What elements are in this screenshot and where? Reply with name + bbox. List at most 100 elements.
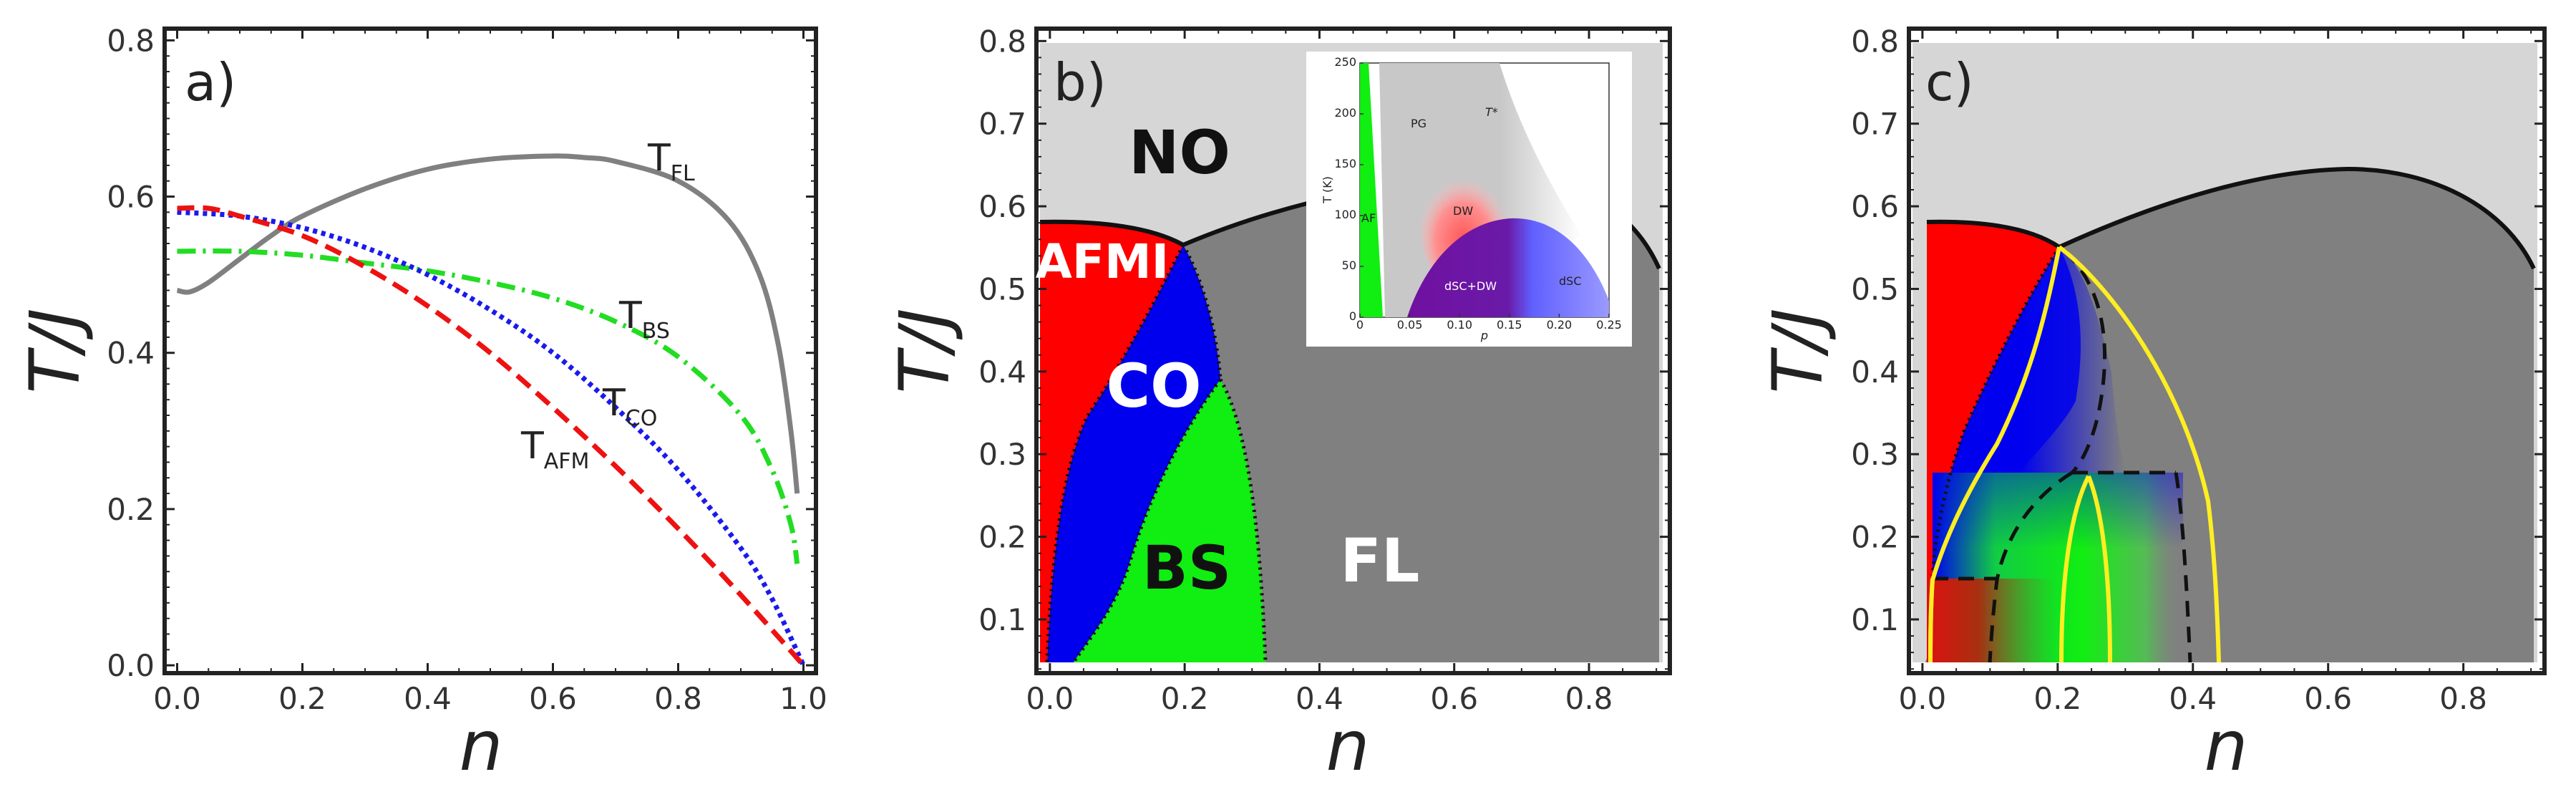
panel-c: 0.0 0.2 0.4 0.6 0.80.10.20.30.40.50.60.70.8 …	[1758, 24, 2547, 786]
y-tick-label: 0.3	[1851, 437, 1899, 472]
x-tick-label: 0.0	[153, 681, 201, 716]
x-tick-label: 1.0	[779, 681, 827, 716]
panel-b-xlabel: n	[1326, 706, 1370, 786]
inset-label-tstar: T*	[1485, 105, 1498, 119]
inset-ylabel: T (K)	[1321, 176, 1334, 204]
c-boundary-no	[1926, 166, 2536, 270]
y-tick-label: 0.4	[107, 336, 155, 371]
y-tick-label: 0.1	[978, 602, 1026, 637]
label-t-co: TCO	[602, 382, 657, 431]
label-fl: FL	[1341, 526, 1420, 596]
inset-label-pg: PG	[1411, 117, 1426, 130]
series-t-afm	[177, 205, 806, 667]
inset-y-tick-label: 100	[1334, 208, 1356, 221]
x-tick-label: 0.6	[1430, 681, 1478, 716]
region-bs	[1074, 380, 1265, 662]
inset-y-tick-label: 200	[1334, 106, 1356, 120]
c-yellow-outer	[2058, 245, 2221, 663]
panel-b-ylabel: T/J	[885, 308, 965, 393]
x-tick-label: 0.6	[2304, 681, 2352, 716]
inset-x-tick-label: 0.05	[1397, 318, 1423, 332]
x-tick-label: 0.4	[1296, 681, 1343, 716]
label-no: NO	[1129, 117, 1230, 188]
inset-x-tick-label: 0.10	[1447, 318, 1472, 332]
inset-y-tick-label: 0	[1349, 309, 1356, 323]
y-tick-label: 0.6	[107, 180, 155, 215]
panel-b: 0.0 0.2 0.4 0.6 0.80.10.20.30.40.50.60.70.8 …	[885, 24, 1672, 786]
y-tick-label: 0.8	[1851, 24, 1899, 59]
y-tick-label: 0.8	[107, 23, 155, 58]
inset-xlabel: p	[1480, 329, 1488, 342]
c-yellow-lens-a	[2059, 475, 2091, 663]
inset-region-sc	[1407, 218, 1609, 317]
series-t-fl	[176, 153, 800, 494]
region-co	[1047, 245, 1220, 662]
inset-y-tick-label: 250	[1334, 55, 1356, 69]
label-afmi: AFMI	[1036, 234, 1169, 289]
inset-x-tick-label: 0.20	[1547, 318, 1573, 332]
c-region-af-low	[1927, 579, 2056, 662]
y-tick-label: 0.4	[978, 354, 1026, 390]
y-tick-label: 0.1	[1851, 602, 1899, 637]
y-tick-label: 0.7	[978, 107, 1026, 142]
panel-a: 0.0 0.2 0.4 0.6 0.8 1.0 0.0 0.2 0.4 0.6 0.8 a) n T…	[15, 23, 827, 786]
panel-a-xlabel: n	[460, 706, 503, 786]
label-t-afm: TAFM	[520, 425, 589, 474]
y-tick-label: 0.3	[978, 437, 1026, 472]
label-co: CO	[1106, 351, 1201, 421]
inset-label-dsc: dSC	[1559, 274, 1581, 288]
x-tick-label: 0.4	[404, 681, 452, 716]
y-tick-label: 0.6	[1851, 189, 1899, 224]
y-tick-label: 0.2	[1851, 520, 1899, 555]
panel-c-label: c)	[1925, 52, 1974, 112]
panel-c-xlabel: n	[2205, 706, 2248, 786]
inset-x-tick-label: 0	[1356, 318, 1364, 332]
y-tick-label: 0.2	[107, 492, 155, 527]
region-afmi	[1040, 221, 1183, 662]
panel-b-label: b)	[1054, 52, 1107, 112]
y-tick-label: 0.0	[107, 648, 155, 683]
y-tick-label: 0.2	[978, 520, 1026, 555]
panel-a-ylabel: T/J	[15, 308, 95, 393]
y-tick-label: 0.4	[1851, 354, 1899, 390]
y-tick-label: 0.5	[978, 271, 1026, 306]
inset-y-tick-label: 150	[1334, 157, 1356, 170]
inset-y-tick-label: 50	[1342, 259, 1356, 272]
x-tick-label: 0.0	[1026, 681, 1074, 716]
label-t-fl: TFL	[647, 137, 695, 186]
panel-a-label: a)	[185, 52, 236, 112]
label-t-bs: TBS	[618, 294, 670, 344]
c-dashed-co	[2064, 249, 2107, 474]
y-tick-label: 0.7	[1851, 107, 1899, 142]
c-yellow-af	[1928, 578, 1935, 663]
y-tick-label: 0.5	[1851, 271, 1899, 306]
x-tick-label: 0.8	[654, 681, 702, 716]
c-yellow-lens-b	[2086, 475, 2112, 663]
x-tick-label: 0.2	[2033, 681, 2081, 716]
x-tick-label: 0.8	[2439, 681, 2487, 716]
boundary-co-fl	[1181, 243, 1223, 380]
c-dashed-bs-left	[1988, 470, 2074, 663]
series-t-bs	[177, 248, 800, 564]
x-tick-label: 0.6	[529, 681, 577, 716]
x-tick-label: 0.2	[278, 681, 326, 716]
inset-label-dw: DW	[1453, 204, 1473, 218]
c-dashed-bs-right	[2174, 472, 2192, 663]
y-tick-label: 0.6	[978, 189, 1026, 224]
x-tick-label: 0.2	[1161, 681, 1209, 716]
x-tick-label: 0.4	[2169, 681, 2217, 716]
label-bs: BS	[1142, 533, 1232, 603]
panel-c-ylabel: T/J	[1758, 308, 1838, 393]
c-region-afm	[1927, 221, 2059, 579]
inset-label-dsc-dw: dSC+DW	[1444, 279, 1497, 293]
inset-x-tick-label: 0.15	[1497, 318, 1522, 332]
inset-region-af	[1360, 63, 1383, 317]
x-tick-label: 0.8	[1565, 681, 1613, 716]
y-tick-label: 0.8	[978, 24, 1026, 59]
inset-x-tick-label: 0.25	[1596, 318, 1622, 332]
x-tick-label: 0.0	[1898, 681, 1946, 716]
inset-label-af: AF	[1361, 211, 1376, 225]
boundary-co-bs	[1071, 378, 1223, 664]
